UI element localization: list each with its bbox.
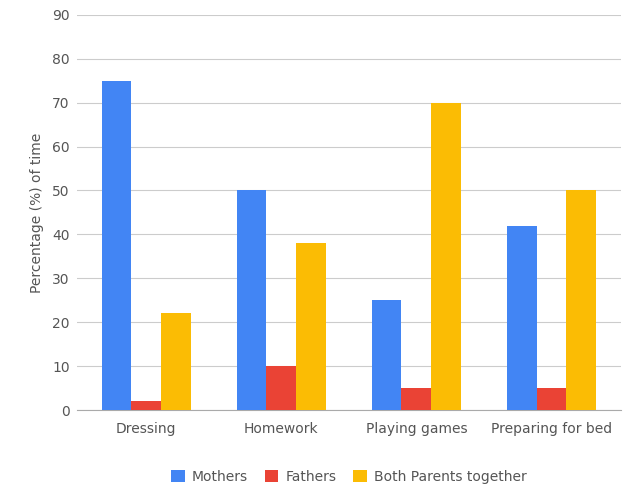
Bar xyxy=(566,191,596,410)
Y-axis label: Percentage (%) of time: Percentage (%) of time xyxy=(30,132,44,292)
Bar xyxy=(431,103,461,410)
Bar xyxy=(237,191,266,410)
Bar xyxy=(296,243,326,410)
Bar xyxy=(102,81,131,410)
Legend: Mothers, Fathers, Both Parents together: Mothers, Fathers, Both Parents together xyxy=(165,464,532,490)
Bar xyxy=(536,388,566,410)
Bar xyxy=(372,300,401,410)
Bar xyxy=(131,401,161,410)
Bar xyxy=(401,388,431,410)
Bar xyxy=(161,313,191,410)
Bar xyxy=(507,226,536,410)
Bar xyxy=(266,366,296,410)
